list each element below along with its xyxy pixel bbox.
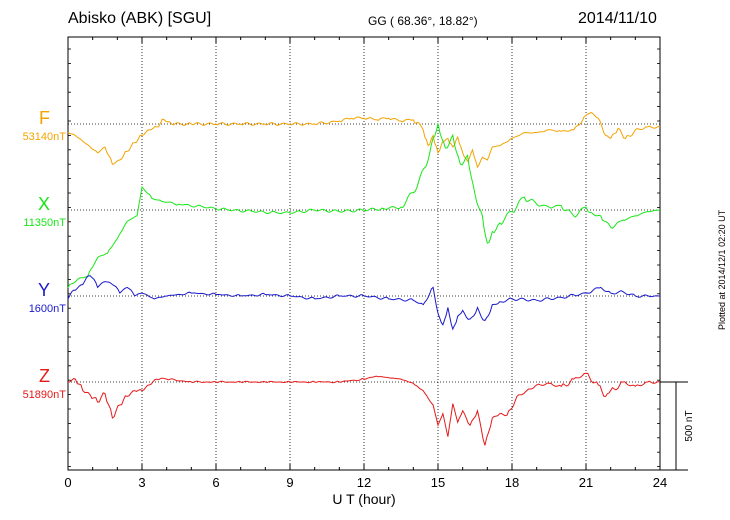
- series-name-f: F: [39, 108, 50, 128]
- series-line-z: [68, 372, 661, 446]
- series-line-f: [67, 111, 661, 169]
- x-tick-label: 21: [579, 475, 593, 490]
- x-tick-label: 9: [286, 475, 293, 490]
- x-tick-label: 15: [431, 475, 445, 490]
- series-name-x: X: [38, 194, 50, 214]
- plotted-timestamp: Plotted at 2014/12/1 02:20 UT: [717, 209, 727, 330]
- x-tick-label: 6: [212, 475, 219, 490]
- series-name-y: Y: [38, 280, 50, 300]
- scale-bar-label: 500 nT: [684, 410, 695, 441]
- x-tick-label: 24: [653, 475, 667, 490]
- x-tick-label: 18: [505, 475, 519, 490]
- x-axis-label: U T (hour): [332, 491, 395, 507]
- date-label: 2014/11/10: [578, 10, 657, 27]
- series-name-z: Z: [39, 366, 50, 386]
- series-line-x: [67, 123, 661, 289]
- series-baseline-z: 51890nT: [23, 389, 67, 401]
- x-tick-label: 3: [138, 475, 145, 490]
- station-title: Abisko (ABK) [SGU]: [68, 10, 212, 27]
- x-tick-label: 12: [357, 475, 371, 490]
- coordinates-label: GG ( 68.36°, 18.82°): [368, 14, 478, 28]
- series-baseline-y: 1600nT: [29, 303, 67, 315]
- series-baseline-f: 53140nT: [23, 131, 67, 143]
- series-baseline-x: 11350nT: [23, 217, 66, 229]
- series-line-y: [67, 275, 660, 331]
- x-tick-label: 0: [64, 475, 71, 490]
